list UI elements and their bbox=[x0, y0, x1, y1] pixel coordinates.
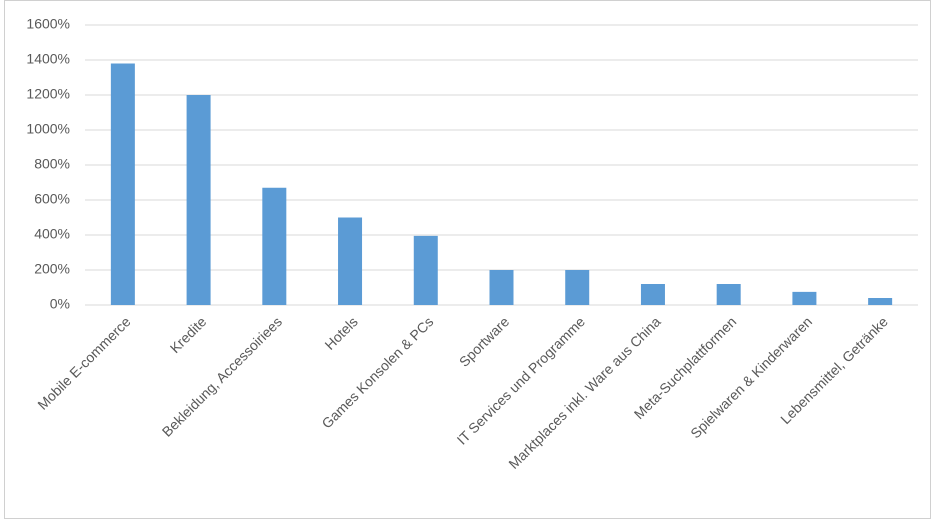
y-tick-label: 800% bbox=[34, 156, 70, 172]
y-tick-label: 200% bbox=[34, 261, 70, 277]
bar bbox=[489, 270, 514, 305]
bar bbox=[868, 298, 893, 305]
bar bbox=[792, 291, 817, 305]
y-tick-label: 0% bbox=[50, 296, 70, 312]
chart-border bbox=[4, 0, 931, 519]
bar bbox=[186, 95, 211, 305]
y-tick-label: 600% bbox=[34, 191, 70, 207]
y-tick-label: 400% bbox=[34, 226, 70, 242]
bar bbox=[262, 187, 287, 305]
bar bbox=[413, 235, 438, 305]
y-tick-label: 1600% bbox=[26, 16, 70, 32]
y-tick-label: 1000% bbox=[26, 121, 70, 137]
y-tick-label: 1200% bbox=[26, 86, 70, 102]
bar bbox=[338, 217, 363, 305]
bar bbox=[110, 63, 135, 305]
bar bbox=[565, 270, 590, 305]
y-tick-label: 1400% bbox=[26, 51, 70, 67]
bar bbox=[640, 284, 665, 305]
bar bbox=[716, 284, 741, 305]
